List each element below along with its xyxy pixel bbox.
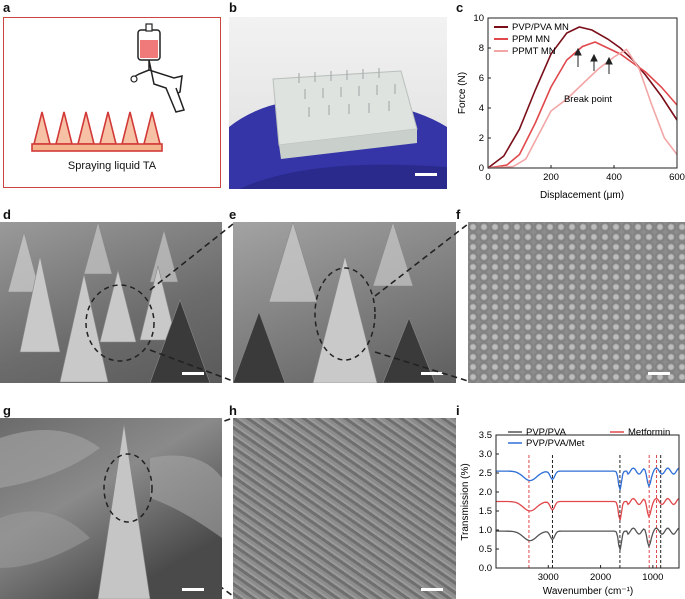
x-tick-label: 3000 <box>538 572 559 583</box>
y-axis-label: Transmission (%) <box>460 463 471 540</box>
scale-bar <box>421 588 443 591</box>
panel-label-i: i <box>456 403 460 418</box>
panel-label-b: b <box>229 0 237 15</box>
x-tick-label: 200 <box>543 172 559 183</box>
series-line-2 <box>487 41 678 169</box>
panel-label-g: g <box>3 403 11 418</box>
schematic-caption: Spraying liquid TA <box>67 160 157 172</box>
y-tick-label: 10 <box>473 13 484 24</box>
sem-image-tip-surface <box>233 418 456 599</box>
x-axis-label: Wavenumber (cm⁻¹) <box>543 586 633 597</box>
y-tick-label: 0 <box>479 163 484 174</box>
y-tick-label: 0.5 <box>479 544 492 555</box>
series-line-3 <box>487 48 678 169</box>
series-line-1 <box>487 26 678 169</box>
sem-image-skin-insertion <box>0 418 222 599</box>
panel-label-e: e <box>229 207 237 222</box>
x-tick-label: 2000 <box>590 572 611 583</box>
y-tick-label: 3.0 <box>479 449 492 460</box>
y-tick-label: 1.0 <box>479 525 492 536</box>
x-tick-label: 1000 <box>642 572 663 583</box>
spectrum-line-2 <box>496 497 680 521</box>
panel-label-h: h <box>229 403 237 418</box>
y-tick-label: 4 <box>479 103 484 114</box>
spectrum-line-3 <box>496 527 680 551</box>
y-tick-label: 2 <box>479 133 484 144</box>
x-axis-label: Displacement (μm) <box>540 190 624 201</box>
spectrum-line-1 <box>496 467 680 491</box>
plot-frame <box>495 434 680 569</box>
spray-gun-icon <box>130 23 185 113</box>
y-tick-label: 0.0 <box>479 563 492 574</box>
scale-bar <box>421 372 443 375</box>
legend-label: PPM MN <box>512 34 550 45</box>
microneedle-array-icon <box>31 111 163 152</box>
microneedle-photo <box>229 17 447 189</box>
y-tick-label: 3.5 <box>479 430 492 441</box>
legend: PVP/PVA PVP/PVA/Met Metformin <box>508 427 670 449</box>
schematic-panel: Spraying liquid TA <box>3 17 221 188</box>
panel-label-d: d <box>3 207 11 222</box>
break-point-arrows <box>574 47 613 74</box>
sem-image-surface-texture <box>468 222 685 383</box>
x-tick-label: 600 <box>669 172 685 183</box>
scale-bar <box>648 372 670 375</box>
ftir-spectra-chart: 3000 2000 1000 0.0 0.5 1.0 1.5 2.0 2.5 3.0 3.5 Wav… <box>460 427 680 597</box>
panel-label-a: a <box>3 0 11 15</box>
sem-image-array <box>0 222 222 383</box>
break-point-annotation: Break point <box>564 94 612 105</box>
legend-label: PVP/PVA MN <box>512 22 569 33</box>
y-tick-label: 6 <box>479 73 484 84</box>
scale-bar <box>415 173 437 176</box>
plot-frame <box>487 17 678 169</box>
panel-label-f: f <box>456 207 461 222</box>
y-tick-label: 2.5 <box>479 468 492 479</box>
legend-pvp-pva: PVP/PVA <box>526 427 567 438</box>
sem-image-single-needle <box>233 222 456 383</box>
y-axis-label: Force (N) <box>457 72 468 114</box>
y-tick-label: 1.5 <box>479 506 492 517</box>
y-tick-label: 2.0 <box>479 487 492 498</box>
spray-schematic <box>31 23 185 152</box>
scale-bar <box>182 588 204 591</box>
scale-bar <box>182 372 204 375</box>
legend-pvp-pva-met: PVP/PVA/Met <box>526 438 585 449</box>
x-tick-label: 0 <box>485 172 490 183</box>
panel-label-c: c <box>456 0 464 15</box>
y-tick-label: 8 <box>479 43 484 54</box>
legend-label: PPMT MN <box>512 46 556 57</box>
x-tick-label: 400 <box>606 172 622 183</box>
legend-metformin: Metformin <box>628 427 670 438</box>
